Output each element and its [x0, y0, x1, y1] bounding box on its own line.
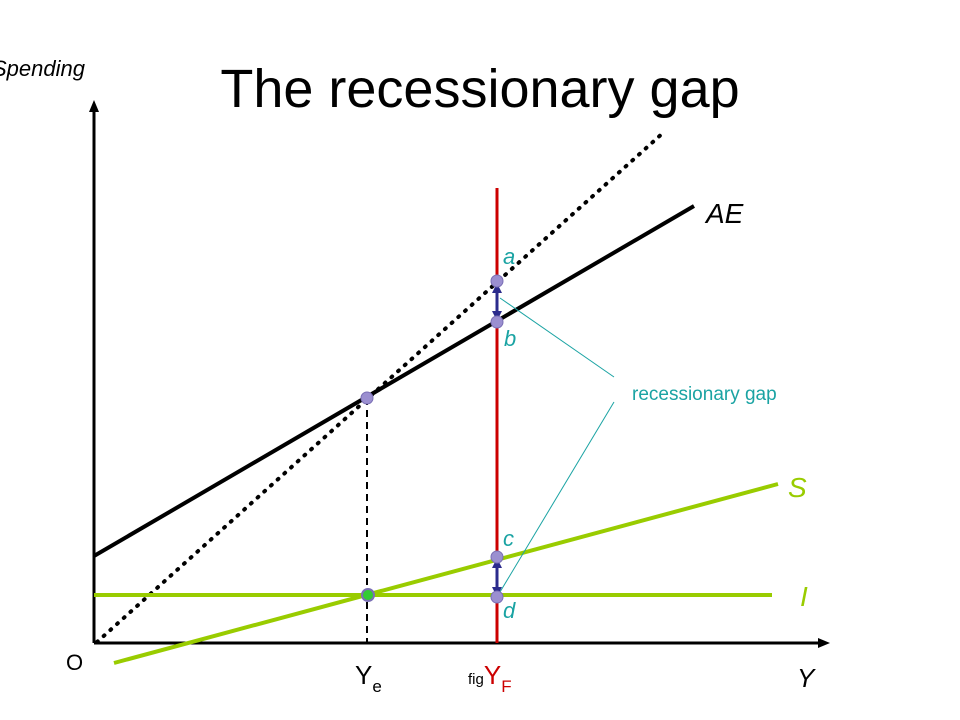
page-title: The recessionary gap	[220, 59, 740, 119]
s-line	[113, 482, 779, 665]
yf-prefix: fig	[468, 671, 484, 688]
ae-label: AE	[706, 198, 744, 229]
yf-sub: F	[501, 677, 512, 696]
ye-main: Y	[355, 660, 373, 690]
point-b-label: b	[504, 326, 517, 351]
s-label: S	[788, 472, 807, 503]
point-c-label: c	[503, 526, 514, 551]
point-b	[490, 315, 504, 329]
point-c	[490, 550, 504, 564]
point-equilibrium-ae	[360, 391, 374, 405]
ae-line	[92, 204, 696, 558]
point-a-label: a	[503, 244, 516, 269]
x-axis-label: Y	[797, 663, 815, 693]
gap-arrow-ab	[492, 283, 502, 321]
annotation-label: recessionary gap	[632, 384, 777, 405]
i-label: I	[800, 581, 808, 612]
annotation-pointer-bottom	[499, 401, 615, 593]
point-d-label: d	[503, 598, 516, 623]
y-axis-arrowhead	[89, 100, 99, 112]
point-d	[490, 590, 504, 604]
annotation-pointer-top	[499, 297, 615, 378]
x-axis-arrowhead	[818, 638, 830, 648]
point-a	[490, 274, 504, 288]
point-equilibrium-si	[361, 588, 375, 602]
y-axis-label: Spending	[0, 56, 85, 81]
yf-main: Y	[483, 660, 502, 690]
forty-five-degree-line	[95, 130, 666, 644]
ye-sub: e	[372, 677, 382, 696]
yf-marker: figYF	[468, 660, 512, 696]
origin-label: O	[66, 650, 84, 675]
ye-marker: Ye	[355, 660, 382, 696]
